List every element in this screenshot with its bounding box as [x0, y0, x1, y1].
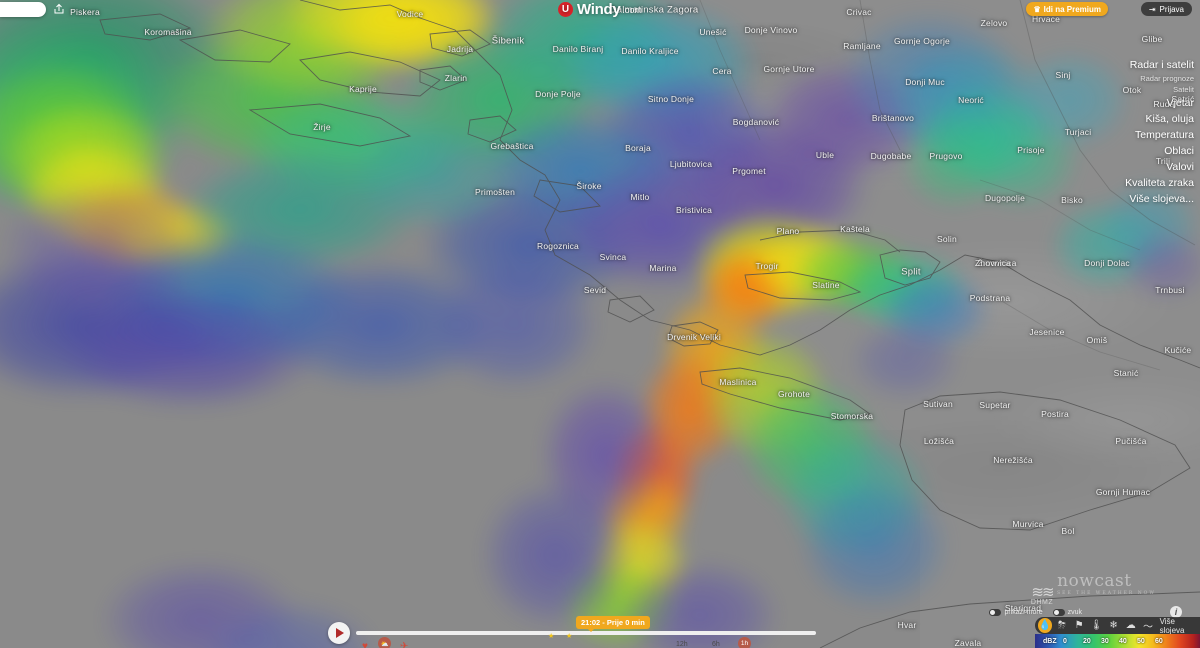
premium-button-label: Idi na Premium — [1043, 4, 1101, 14]
windy-logo[interactable]: U Windy .com — [558, 1, 642, 18]
nowcast-attribution: nowcast SEE THE WEATHER NOW — [1057, 571, 1156, 596]
radar-cell — [350, 120, 520, 230]
favorite-icon-2[interactable]: ✈ — [400, 641, 409, 648]
login-icon: ⇥ — [1148, 4, 1156, 14]
dhmz-logo-icon: ≋≋ — [1031, 584, 1054, 601]
map-toggle-label: zvuk — [1067, 609, 1082, 616]
layer-menu-item[interactable]: Radar i satelit — [1129, 59, 1194, 71]
snowflake-icon[interactable]: ❄ — [1109, 620, 1118, 631]
legend-tick: 30 — [1101, 637, 1109, 645]
premium-button[interactable]: ♛ Idi na Premium — [1026, 2, 1108, 16]
map-toggle-label: prikaži more — [1004, 609, 1043, 616]
map-toggle[interactable]: prikaži more — [989, 609, 1043, 616]
radar-cell — [850, 320, 960, 400]
time-mark-1h[interactable]: 1h — [738, 637, 751, 648]
legend-unit: dBZ — [1043, 637, 1057, 645]
layer-menu-subitem[interactable]: Satelit — [1173, 85, 1194, 94]
play-icon — [336, 628, 344, 638]
play-button[interactable] — [328, 622, 350, 644]
layer-menu-item[interactable]: Temperatura — [1135, 129, 1194, 141]
radar-cell — [0, 180, 200, 320]
toggle-switch-icon[interactable] — [1052, 609, 1065, 616]
radar-cell — [430, 260, 600, 390]
search-input[interactable] — [0, 2, 46, 17]
legend-tick: 0 — [1063, 637, 1067, 645]
share-icon[interactable] — [52, 2, 66, 16]
clouds-icon[interactable]: ☁ — [1125, 620, 1136, 631]
windy-logo-text: Windy — [577, 1, 621, 18]
nowcast-sublabel: SEE THE WEATHER NOW — [1057, 591, 1156, 596]
radar-cell — [480, 480, 630, 630]
login-button-label: Prijava — [1159, 4, 1184, 14]
login-button[interactable]: ⇥ Prijava — [1140, 2, 1192, 16]
dhmz-attribution: ≋≋ DHMZ — [1024, 584, 1060, 606]
time-mark-6h[interactable]: 6h — [712, 641, 720, 648]
layer-menu-item[interactable]: Kiša, oluja — [1145, 113, 1194, 125]
radar-cell — [800, 480, 950, 610]
legend-tick: 40 — [1119, 637, 1127, 645]
time-tooltip: 21:02 - Prije 0 min — [576, 616, 650, 632]
toggle-switch-icon[interactable] — [989, 609, 1002, 616]
legend-scale: dBZ 0 20 30 40 50 60 — [1035, 634, 1200, 648]
map-toggles[interactable]: prikaži more zvuk — [989, 609, 1082, 616]
rain-drop-icon[interactable]: 💧 — [1038, 618, 1053, 633]
windy-logo-mark: U — [558, 2, 574, 17]
legend-tick: 20 — [1083, 637, 1091, 645]
radar-cell — [1010, 50, 1130, 150]
layer-menu[interactable]: Radar i satelit Radar prognoze Satelit Vjet… — [1125, 58, 1194, 207]
radar-cell — [1120, 230, 1200, 300]
legend-tick: 60 — [1155, 637, 1163, 645]
star-icon-2: ★ — [566, 633, 573, 640]
layer-menu-subitem[interactable]: Radar prognoze — [1140, 74, 1194, 83]
time-mark-12h[interactable]: 12h — [676, 641, 688, 648]
layer-menu-item[interactable]: Kvaliteta zraka — [1125, 177, 1194, 189]
more-layers-label[interactable]: Više slojeva — [1159, 616, 1185, 635]
timeline-slider[interactable] — [356, 631, 816, 635]
layer-menu-item[interactable]: Vjetar — [1166, 97, 1194, 109]
hour-badge-1[interactable]: ⛅ — [378, 637, 391, 648]
crown-icon: ♛ — [1033, 4, 1041, 14]
layer-toolbar[interactable]: 💧 ⛈ ⚑ 🌡 ❄ ☁ 〜 Više slojeva — [1035, 616, 1200, 635]
thunderstorm-icon[interactable]: ⛈ — [1057, 620, 1066, 631]
layer-menu-item[interactable]: Više slojeva... — [1129, 193, 1194, 205]
nowcast-label: nowcast — [1057, 571, 1132, 591]
waves-icon[interactable]: 〜 — [1142, 622, 1153, 633]
wind-flag-icon[interactable]: ⚑ — [1074, 620, 1084, 631]
dhmz-label: DHMZ — [1030, 599, 1054, 606]
favorite-icon-1[interactable]: ♥ — [362, 641, 368, 648]
legend-tick: 50 — [1137, 637, 1145, 645]
windy-logo-suffix: .com — [622, 4, 642, 15]
layer-menu-item[interactable]: Valovi — [1166, 161, 1194, 173]
info-icon[interactable]: i — [1170, 606, 1182, 618]
layer-menu-item[interactable]: Oblaci — [1164, 145, 1194, 157]
map-toggle[interactable]: zvuk — [1052, 609, 1082, 616]
star-icon-1: ★ — [548, 633, 555, 640]
temperature-icon[interactable]: 🌡 — [1089, 620, 1103, 631]
